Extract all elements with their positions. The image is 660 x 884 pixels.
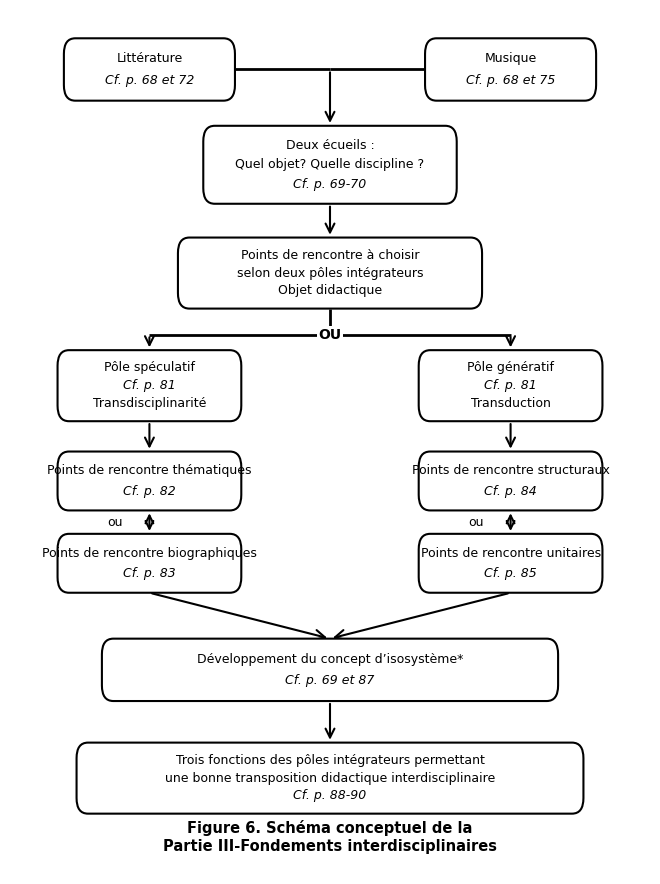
- FancyBboxPatch shape: [178, 238, 482, 309]
- Text: selon deux pôles intégrateurs: selon deux pôles intégrateurs: [237, 267, 423, 279]
- Text: Transdisciplinarité: Transdisciplinarité: [93, 397, 206, 410]
- FancyBboxPatch shape: [57, 452, 242, 510]
- Text: une bonne transposition didactique interdisciplinaire: une bonne transposition didactique inter…: [165, 772, 495, 785]
- Text: ou: ou: [468, 515, 484, 529]
- Text: Partie III-Fondements interdisciplinaires: Partie III-Fondements interdisciplinaire…: [163, 839, 497, 854]
- Text: Développement du concept d’isosystème*: Développement du concept d’isosystème*: [197, 652, 463, 666]
- FancyBboxPatch shape: [418, 452, 603, 510]
- Text: Cf. p. 82: Cf. p. 82: [123, 484, 176, 498]
- Text: ou: ou: [107, 515, 122, 529]
- FancyBboxPatch shape: [418, 534, 603, 593]
- Text: Cf. p. 84: Cf. p. 84: [484, 484, 537, 498]
- Text: Objet didactique: Objet didactique: [278, 285, 382, 297]
- Text: Quel objet? Quelle discipline ?: Quel objet? Quelle discipline ?: [236, 158, 424, 171]
- FancyBboxPatch shape: [203, 126, 457, 204]
- Text: Points de rencontre à choisir: Points de rencontre à choisir: [241, 248, 419, 262]
- Text: Cf. p. 85: Cf. p. 85: [484, 567, 537, 580]
- Text: Points de rencontre unitaires: Points de rencontre unitaires: [420, 546, 601, 560]
- Text: Deux écueils :: Deux écueils :: [286, 139, 374, 152]
- Text: Points de rencontre structuraux: Points de rencontre structuraux: [412, 464, 610, 477]
- Text: Cf. p. 83: Cf. p. 83: [123, 567, 176, 580]
- Text: Cf. p. 88-90: Cf. p. 88-90: [294, 789, 366, 803]
- FancyBboxPatch shape: [425, 38, 596, 101]
- Text: Cf. p. 68 et 75: Cf. p. 68 et 75: [466, 73, 555, 87]
- FancyBboxPatch shape: [77, 743, 583, 813]
- Text: Transduction: Transduction: [471, 397, 550, 410]
- Text: Figure 6. Schéma conceptuel de la: Figure 6. Schéma conceptuel de la: [187, 819, 473, 835]
- FancyBboxPatch shape: [57, 534, 242, 593]
- FancyBboxPatch shape: [64, 38, 235, 101]
- Text: Littérature: Littérature: [116, 52, 183, 65]
- FancyBboxPatch shape: [57, 350, 242, 421]
- Text: Cf. p. 68 et 72: Cf. p. 68 et 72: [105, 73, 194, 87]
- Text: Cf. p. 81: Cf. p. 81: [484, 379, 537, 392]
- FancyBboxPatch shape: [418, 350, 603, 421]
- Text: Trois fonctions des pôles intégrateurs permettant: Trois fonctions des pôles intégrateurs p…: [176, 754, 484, 767]
- Text: Pôle spéculatif: Pôle spéculatif: [104, 362, 195, 375]
- Text: Cf. p. 69-70: Cf. p. 69-70: [294, 178, 366, 191]
- Text: Points de rencontre thématiques: Points de rencontre thématiques: [47, 464, 251, 477]
- Text: Pôle génératif: Pôle génératif: [467, 362, 554, 375]
- Text: Musique: Musique: [484, 52, 537, 65]
- Text: Cf. p. 81: Cf. p. 81: [123, 379, 176, 392]
- Text: Points de rencontre biographiques: Points de rencontre biographiques: [42, 546, 257, 560]
- Text: Cf. p. 69 et 87: Cf. p. 69 et 87: [285, 674, 375, 687]
- Text: OU: OU: [318, 328, 342, 341]
- FancyBboxPatch shape: [102, 638, 558, 701]
